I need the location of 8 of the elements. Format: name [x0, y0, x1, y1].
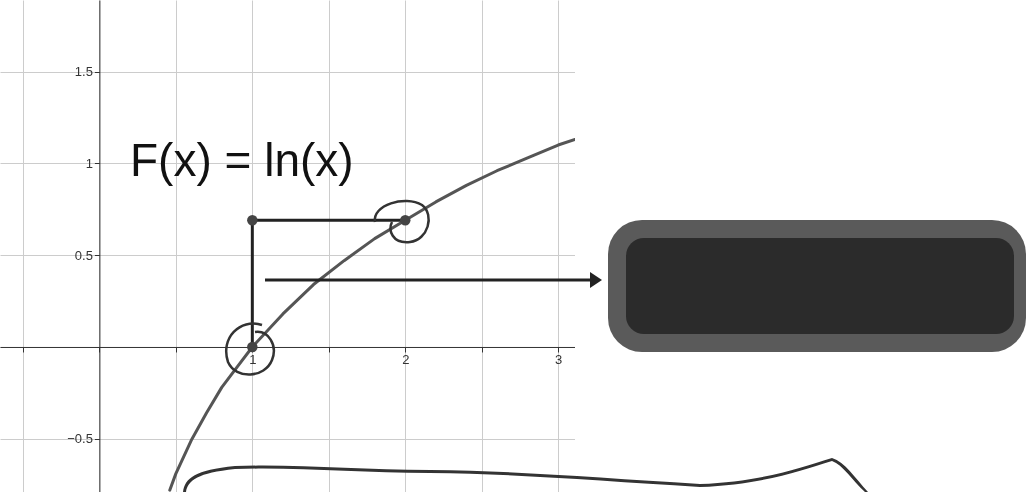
y-tick-label: 1.5: [74, 64, 93, 80]
y-tick-label: −0.5: [67, 431, 93, 447]
x-tick-label: 3: [555, 352, 563, 368]
y-tick-label: 1: [85, 155, 93, 171]
x-tick-label: 2: [402, 352, 410, 368]
x-tick-label: 1: [249, 352, 257, 368]
annotation: F(x) = ln(x): [130, 134, 354, 186]
y-tick-label: 0.5: [74, 247, 93, 263]
